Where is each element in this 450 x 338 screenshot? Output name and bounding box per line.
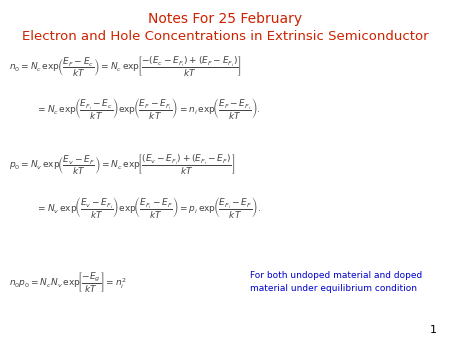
Text: $n_0 p_0 = N_c N_v \,\mathrm{exp}\!\left[\dfrac{-E_g}{kT}\right] = n_i^2$: $n_0 p_0 = N_c N_v \,\mathrm{exp}\!\left…: [9, 270, 127, 294]
Text: For both undoped material and doped
material under equilibrium condition: For both undoped material and doped mate…: [250, 271, 422, 293]
Text: Notes For 25 February: Notes For 25 February: [148, 12, 302, 26]
Text: $= N_v \,\mathrm{exp}\!\left(\dfrac{E_v - E_{F_i}}{kT}\right)\mathrm{exp}\!\left: $= N_v \,\mathrm{exp}\!\left(\dfrac{E_v …: [36, 195, 261, 220]
Text: $p_0 = N_v \,\mathrm{exp}\!\left(\dfrac{E_v - E_F}{kT}\right) = N_c \,\mathrm{ex: $p_0 = N_v \,\mathrm{exp}\!\left(\dfrac{…: [9, 152, 235, 176]
Text: $n_0 = N_c \,\mathrm{exp}\!\left(\dfrac{E_F - E_c}{kT}\right) = N_c \,\mathrm{ex: $n_0 = N_c \,\mathrm{exp}\!\left(\dfrac{…: [9, 54, 242, 78]
Text: 1: 1: [429, 324, 436, 335]
Text: Electron and Hole Concentrations in Extrinsic Semiconductor: Electron and Hole Concentrations in Extr…: [22, 30, 428, 43]
Text: $= N_c \,\mathrm{exp}\!\left(\dfrac{E_{F_i} - E_c}{kT}\right)\mathrm{exp}\!\left: $= N_c \,\mathrm{exp}\!\left(\dfrac{E_{F…: [36, 96, 261, 121]
